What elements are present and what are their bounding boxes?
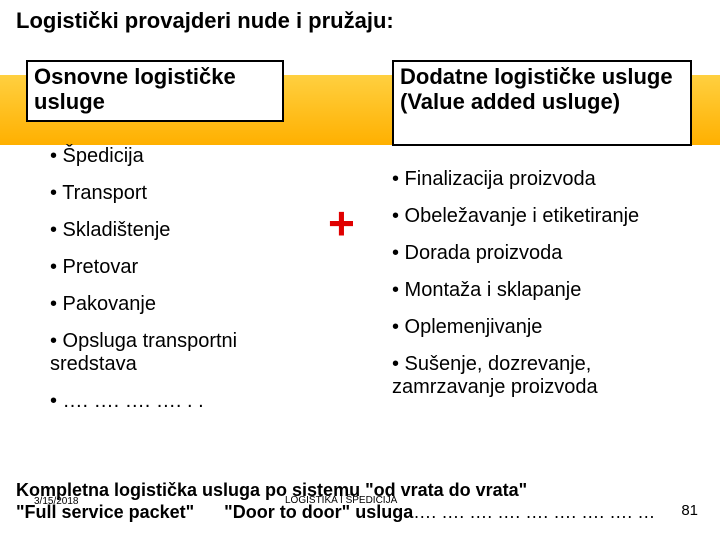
list-item: • …. …. …. …. . . <box>50 390 320 413</box>
left-heading-box: Osnovne logističke usluge <box>26 60 284 122</box>
list-item: • Pretovar <box>50 256 320 279</box>
footer-packet: "Full service packet" <box>16 502 194 522</box>
left-column: • Špedicija • Transport • Skladištenje •… <box>50 145 320 427</box>
list-item: • Finalizacija proizvoda <box>392 168 702 191</box>
list-item: • Skladištenje <box>50 219 320 242</box>
footer-line-1: Kompletna logistička usluga po sistemu "… <box>16 480 527 501</box>
footer-line-2: "Full service packet" "Door to door" usl… <box>16 502 716 523</box>
list-item: • Opsluga transportni sredstava <box>50 330 320 376</box>
list-item: • Montaža i sklapanje <box>392 279 702 302</box>
list-item: • Transport <box>50 182 320 205</box>
list-item: • Obeležavanje i etiketiranje <box>392 205 702 228</box>
page-number: 81 <box>681 502 698 519</box>
footer-dots: …. …. …. …. …. …. …. …. … <box>413 502 655 522</box>
list-item: • Oplemenjivanje <box>392 316 702 339</box>
list-item: • Špedicija <box>50 145 320 168</box>
right-column: • Finalizacija proizvoda • Obeležavanje … <box>392 168 702 413</box>
page-title: Logistički provajderi nude i pružaju: <box>16 8 394 34</box>
list-item: • Sušenje, dozrevanje, zamrzavanje proiz… <box>392 353 702 399</box>
list-item: • Pakovanje <box>50 293 320 316</box>
plus-sign: + <box>328 196 355 250</box>
right-heading-box: Dodatne logističke usluge (Value added u… <box>392 60 692 146</box>
list-item: • Dorada proizvoda <box>392 242 702 265</box>
footer-door: "Door to door" usluga <box>224 502 413 522</box>
